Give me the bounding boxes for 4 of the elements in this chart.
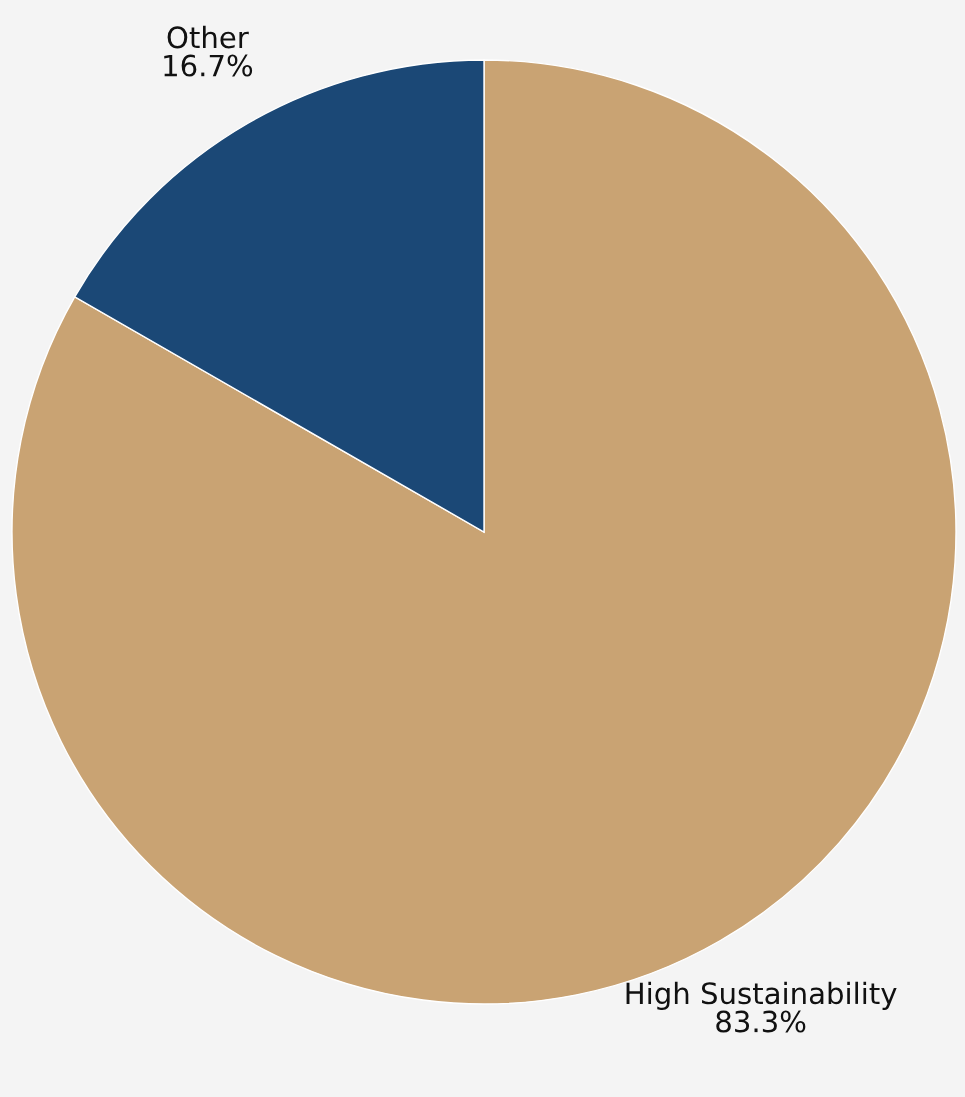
slice-label: High Sustainability: [626, 981, 897, 1010]
slice-label: Other: [167, 25, 249, 49]
data-label: 83.3%: [716, 1010, 806, 1033]
data-label: 16.7%: [164, 54, 253, 77]
